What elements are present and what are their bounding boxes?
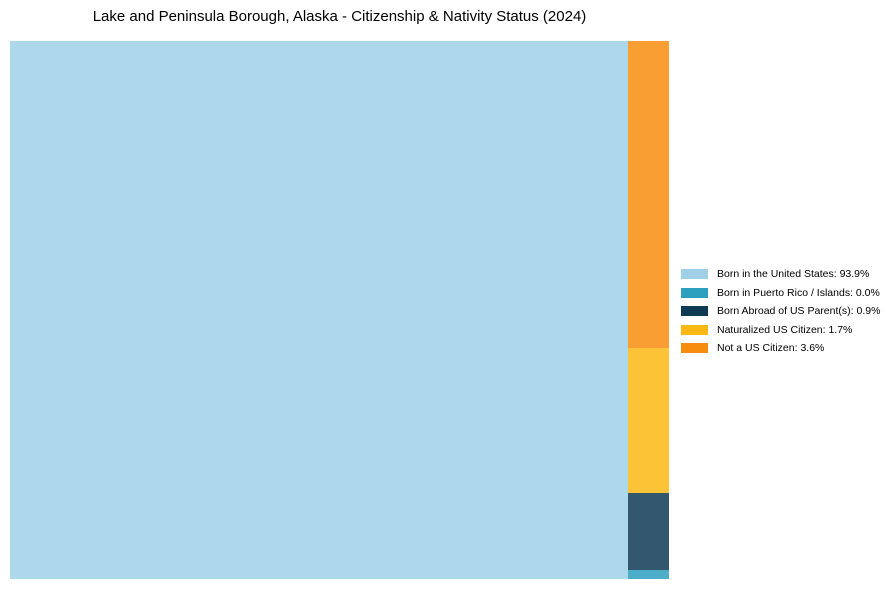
treemap-cell-born-in-puerto-rico-islands <box>628 570 669 579</box>
legend-label: Born in Puerto Rico / Islands: 0.0% <box>717 286 880 299</box>
legend-swatch-icon <box>681 306 708 317</box>
treemap-cell-naturalized-us-citizen <box>628 348 669 493</box>
treemap-cell-not-a-us-citizen <box>628 41 669 348</box>
legend-item-naturalized-us-citizen: Naturalized US Citizen: 1.7% <box>681 321 880 340</box>
legend-swatch-icon <box>681 324 708 335</box>
legend-swatch-icon <box>681 343 708 354</box>
legend-item-not-a-us-citizen: Not a US Citizen: 3.6% <box>681 339 880 358</box>
legend-item-born-abroad-of-us-parent-s: Born Abroad of US Parent(s): 0.9% <box>681 302 880 321</box>
legend-label: Born in the United States: 93.9% <box>717 268 870 281</box>
legend-label: Naturalized US Citizen: 1.7% <box>717 323 853 336</box>
legend-item-born-in-the-united-states: Born in the United States: 93.9% <box>681 265 880 284</box>
legend: Born in the United States: 93.9% Born in … <box>681 265 880 358</box>
treemap-plot <box>10 41 669 579</box>
legend-swatch-icon <box>681 269 708 280</box>
legend-label: Born Abroad of US Parent(s): 0.9% <box>717 305 881 318</box>
treemap-cell-born-in-the-united-states <box>10 41 628 579</box>
legend-swatch-icon <box>681 287 708 298</box>
legend-label: Not a US Citizen: 3.6% <box>717 342 825 355</box>
treemap-cell-born-abroad-of-us-parent-s <box>628 493 669 570</box>
legend-item-born-in-puerto-rico-islands: Born in Puerto Rico / Islands: 0.0% <box>681 284 880 303</box>
chart-title: Lake and Peninsula Borough, Alaska - Cit… <box>92 8 587 25</box>
